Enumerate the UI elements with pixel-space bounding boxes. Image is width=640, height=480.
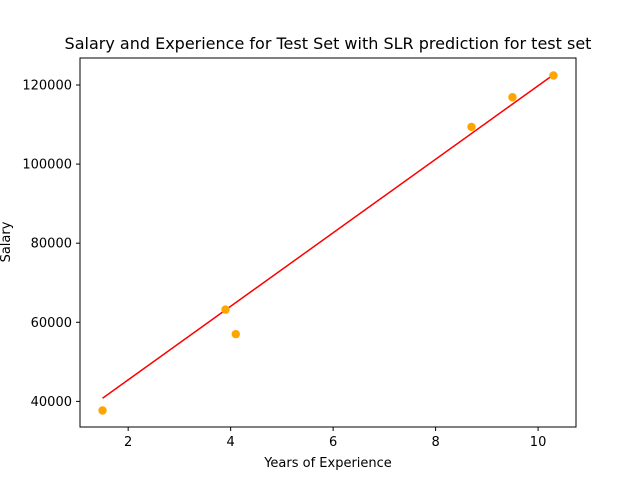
y-tick-label-4: 120000 [22, 78, 72, 93]
scatter-point-5 [549, 71, 558, 80]
plot-content [98, 71, 558, 415]
x-axis-ticks: 2 4 6 8 10 [124, 427, 546, 450]
scatter-point-2 [231, 329, 240, 339]
chart-title: Salary and Experience for Test Set with … [65, 34, 592, 53]
x-tick-label-0: 2 [124, 435, 132, 450]
y-axis-ticks: 40000 60000 80000 100000 120000 [22, 78, 80, 410]
x-tick-label-4: 10 [530, 435, 547, 450]
scatter-point-1 [221, 305, 230, 314]
x-tick-label-2: 6 [329, 435, 337, 450]
scatter-point-4 [508, 93, 517, 102]
x-tick-label-1: 4 [227, 435, 235, 450]
regression-line [102, 74, 554, 399]
x-tick-label-3: 8 [431, 435, 439, 450]
x-axis-label: Years of Experience [263, 456, 392, 471]
plot-frame [79, 57, 577, 428]
y-tick-label-2: 80000 [31, 237, 72, 252]
scatter-point-3 [467, 122, 476, 132]
scatter-point-0 [98, 406, 107, 415]
y-axis-label: Salary [0, 221, 14, 262]
y-tick-label-0: 40000 [31, 395, 72, 410]
y-tick-label-1: 60000 [31, 316, 72, 331]
y-tick-label-3: 100000 [22, 158, 72, 173]
